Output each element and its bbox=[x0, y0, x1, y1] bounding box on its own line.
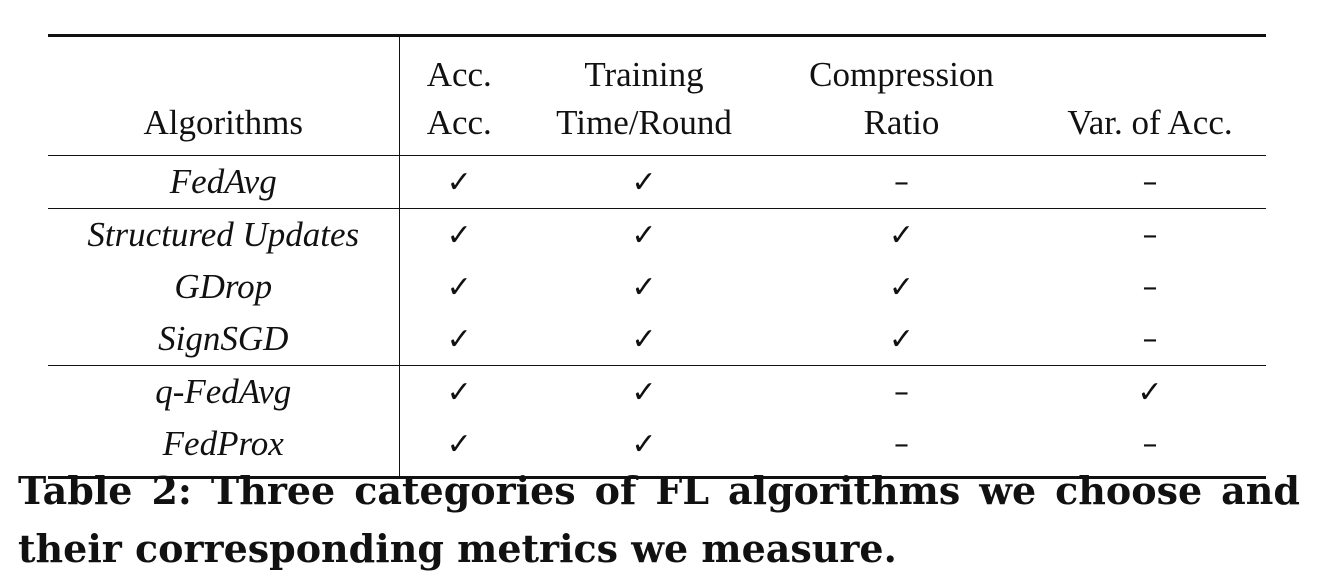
dash-icon: – bbox=[1142, 165, 1158, 200]
check-icon: ✓ bbox=[446, 375, 472, 410]
caption-line: their corresponding metrics we measure. bbox=[18, 526, 897, 571]
variance-cell: – bbox=[1034, 261, 1266, 313]
check-icon: ✓ bbox=[446, 218, 472, 253]
compression-cell: ✓ bbox=[769, 209, 1034, 262]
dash-icon: – bbox=[1142, 427, 1158, 462]
check-icon: ✓ bbox=[1137, 375, 1163, 410]
training-time-cell: ✓ bbox=[519, 313, 769, 366]
training-time-cell: ✓ bbox=[519, 366, 769, 419]
variance-cell: – bbox=[1034, 418, 1266, 478]
caption-line: Table 2: Three categories of FL algorith… bbox=[18, 468, 1300, 513]
table-caption: Table 2: Three categories of FL algorith… bbox=[18, 462, 1300, 578]
compression-cell: ✓ bbox=[769, 313, 1034, 366]
training-time-cell: ✓ bbox=[519, 209, 769, 262]
check-icon: ✓ bbox=[631, 375, 657, 410]
header-algorithms: Algorithms bbox=[48, 35, 400, 156]
table-row: FedAvg ✓ ✓ – – bbox=[48, 155, 1266, 209]
algorithm-name: q-FedAvg bbox=[48, 365, 400, 418]
dash-icon: – bbox=[894, 427, 909, 462]
check-icon: ✓ bbox=[446, 270, 472, 305]
check-icon: ✓ bbox=[446, 427, 472, 462]
dash-icon: – bbox=[1142, 270, 1158, 305]
table-row: q-FedAvg ✓ ✓ – ✓ bbox=[48, 365, 1266, 419]
dash-icon: – bbox=[894, 375, 909, 410]
check-icon: ✓ bbox=[888, 322, 915, 357]
check-icon: ✓ bbox=[631, 165, 657, 200]
table-header: Algorithms Acc. Acc. Training Time/Round… bbox=[48, 35, 1266, 156]
algorithm-name: FedProx bbox=[48, 418, 400, 478]
header-row: Algorithms Acc. Acc. Training Time/Round… bbox=[48, 35, 1266, 156]
training-time-cell: ✓ bbox=[519, 418, 769, 478]
algorithm-name: GDrop bbox=[48, 261, 400, 313]
compression-cell: – bbox=[769, 366, 1034, 419]
training-time-cell: ✓ bbox=[519, 155, 769, 209]
table-row: FedProx ✓ ✓ – – bbox=[48, 418, 1266, 478]
accuracy-cell: ✓ bbox=[399, 313, 519, 366]
metrics-table: Algorithms Acc. Acc. Training Time/Round… bbox=[48, 34, 1266, 479]
variance-cell: ✓ bbox=[1034, 366, 1266, 419]
check-icon: ✓ bbox=[446, 165, 472, 200]
accuracy-cell: ✓ bbox=[399, 366, 519, 419]
metrics-table-container: Algorithms Acc. Acc. Training Time/Round… bbox=[48, 34, 1266, 479]
table-row: SignSGD ✓ ✓ ✓ – bbox=[48, 313, 1266, 366]
dash-icon: – bbox=[894, 165, 909, 200]
accuracy-cell: ✓ bbox=[399, 209, 519, 262]
check-icon: ✓ bbox=[888, 218, 915, 253]
training-time-cell: ✓ bbox=[519, 261, 769, 313]
check-icon: ✓ bbox=[631, 218, 657, 253]
header-training-time: Training Time/Round bbox=[519, 35, 769, 156]
accuracy-cell: ✓ bbox=[399, 418, 519, 478]
check-icon: ✓ bbox=[631, 427, 657, 462]
check-icon: ✓ bbox=[446, 322, 472, 357]
check-icon: ✓ bbox=[888, 270, 915, 305]
header-accuracy: Acc. Acc. bbox=[399, 35, 519, 156]
algorithm-name: Structured Updates bbox=[48, 208, 400, 261]
variance-cell: – bbox=[1034, 155, 1266, 209]
dash-icon: – bbox=[1142, 218, 1158, 253]
variance-cell: – bbox=[1034, 313, 1266, 366]
algorithm-name: SignSGD bbox=[48, 313, 400, 366]
compression-cell: – bbox=[769, 418, 1034, 478]
header-variance: Var. of Acc. bbox=[1034, 35, 1266, 156]
variance-cell: – bbox=[1034, 209, 1266, 262]
header-compression-ratio: Compression Ratio bbox=[769, 35, 1034, 156]
check-icon: ✓ bbox=[631, 322, 657, 357]
table-row: GDrop ✓ ✓ ✓ – bbox=[48, 261, 1266, 313]
dash-icon: – bbox=[1142, 322, 1158, 357]
check-icon: ✓ bbox=[631, 270, 657, 305]
compression-cell: – bbox=[769, 155, 1034, 209]
compression-cell: ✓ bbox=[769, 261, 1034, 313]
accuracy-cell: ✓ bbox=[399, 155, 519, 209]
table-body: FedAvg ✓ ✓ – – Structured Updates ✓ ✓ ✓ … bbox=[48, 155, 1266, 478]
table-row: Structured Updates ✓ ✓ ✓ – bbox=[48, 208, 1266, 262]
algorithm-name: FedAvg bbox=[48, 155, 400, 209]
accuracy-cell: ✓ bbox=[399, 261, 519, 313]
